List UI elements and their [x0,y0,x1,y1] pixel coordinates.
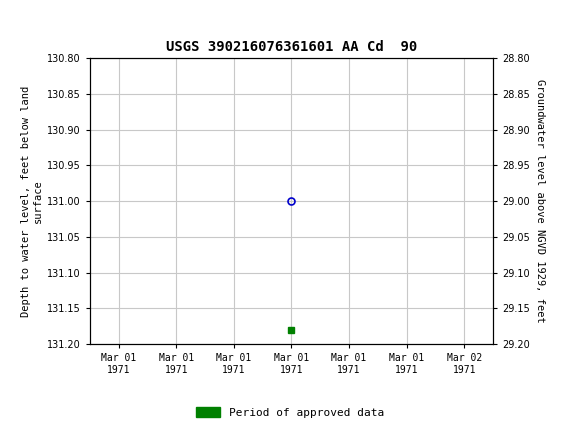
Text: USGS: USGS [32,12,87,29]
Legend: Period of approved data: Period of approved data [191,403,389,422]
Y-axis label: Depth to water level, feet below land
surface: Depth to water level, feet below land su… [21,86,43,316]
Y-axis label: Groundwater level above NGVD 1929, feet: Groundwater level above NGVD 1929, feet [535,79,545,323]
Title: USGS 390216076361601 AA Cd  90: USGS 390216076361601 AA Cd 90 [166,40,417,54]
Text: ☒: ☒ [7,12,23,29]
